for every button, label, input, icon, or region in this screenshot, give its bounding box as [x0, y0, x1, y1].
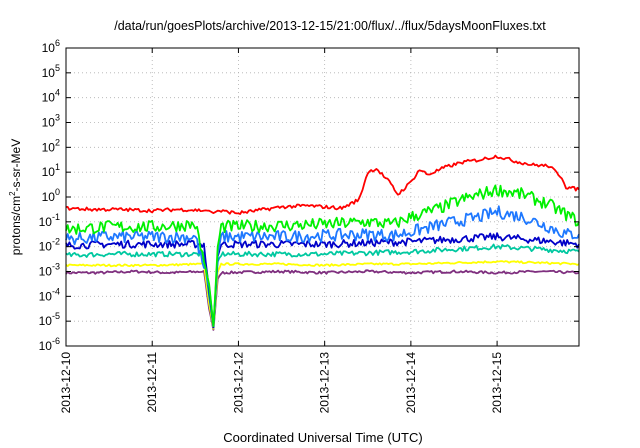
- y-tick-label: 104: [42, 88, 60, 105]
- y-tick-label: 10-5: [39, 311, 60, 328]
- y-tick-label: 102: [42, 137, 60, 154]
- x-tick-label: 2013-12-10: [59, 352, 73, 414]
- series-line: [65, 232, 580, 329]
- x-axis-label: Coordinated Universal Time (UTC): [223, 430, 422, 445]
- x-tick-label: 2013-12-12: [231, 352, 245, 414]
- x-tick-label: 2013-12-11: [145, 352, 159, 413]
- y-tick-label: 105: [42, 63, 60, 80]
- x-axis-ticks: 2013-12-10 2013-12-11 2013-12-12 2013-12-13…: [59, 48, 504, 413]
- series-line: [65, 269, 580, 331]
- y-tick-label: 106: [42, 38, 60, 55]
- chart-title: /data/run/goesPlots/archive/2013-12-15/2…: [114, 19, 546, 33]
- x-tick-label: 2013-12-13: [318, 352, 332, 414]
- series-line: [65, 184, 580, 327]
- x-tick-label: 2013-12-14: [404, 352, 418, 414]
- y-axis-ticks: 10-6 10-5 10-4 10-3 10-2 10-1 100 101 102 103 104 1…: [39, 38, 579, 353]
- y-tick-label: 10-4: [39, 286, 60, 303]
- y-axis-label-rest: -s-sr-MeV: [9, 139, 23, 192]
- y-tick-label: 10-1: [39, 212, 60, 229]
- series-group: [65, 154, 580, 331]
- y-tick-label: 100: [42, 187, 60, 204]
- y-axis-label-base: protons/cm: [9, 196, 23, 255]
- y-tick-label: 10-2: [39, 237, 60, 254]
- y-axis-label: protons/cm2-s-sr-MeV: [8, 139, 23, 255]
- x-tick-label: 2013-12-15: [490, 352, 504, 414]
- series-line: [65, 154, 580, 215]
- series-line: [65, 205, 580, 327]
- y-tick-label: 10-3: [39, 262, 60, 279]
- y-tick-label: 103: [42, 113, 60, 130]
- series-line: [65, 243, 580, 329]
- series-line: [65, 260, 580, 330]
- y-axis-label-superscript: 2: [8, 191, 17, 196]
- y-tick-label: 101: [42, 162, 60, 179]
- y-tick-label: 10-6: [39, 336, 60, 353]
